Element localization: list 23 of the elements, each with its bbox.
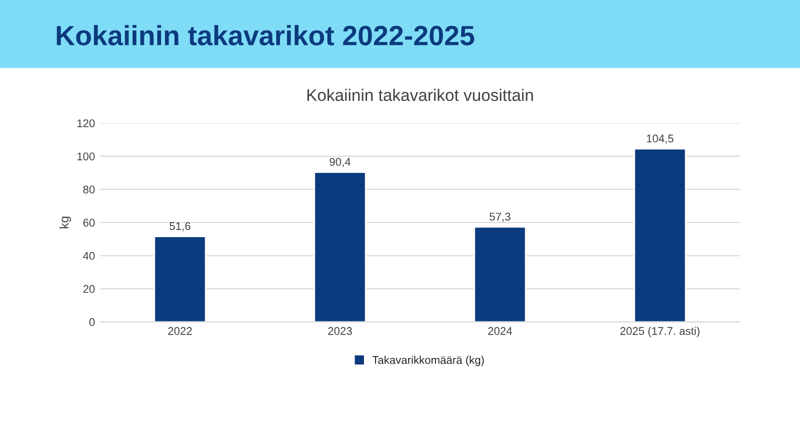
bar xyxy=(154,236,206,322)
legend-label: Takavarikkomäärä (kg) xyxy=(372,356,484,366)
data-label: 90,4 xyxy=(330,158,350,168)
x-tick-label: 2024 xyxy=(488,327,512,335)
y-tick-label: 120 xyxy=(77,119,95,128)
bar xyxy=(634,148,686,322)
x-tick-label: 2023 xyxy=(328,327,352,335)
chart-subtitle: Kokaiinin takavarikot vuosittain xyxy=(307,88,533,102)
y-tick-label: 40 xyxy=(83,252,95,260)
y-tick-label: 60 xyxy=(83,218,95,227)
y-tick-label: 20 xyxy=(83,285,95,293)
bar xyxy=(314,171,366,322)
y-axis-title: kg xyxy=(59,216,72,228)
data-label: 57,3 xyxy=(490,212,510,222)
bar xyxy=(474,226,526,322)
data-label: 104,5 xyxy=(646,134,674,144)
x-tick-label: 2022 xyxy=(168,327,192,335)
chart-title: Kokaiinin takavarikot 2022-2025 xyxy=(56,25,474,46)
y-tick-label: 80 xyxy=(83,186,95,194)
y-tick-label: 0 xyxy=(89,318,95,326)
x-tick-label: 2025 (17.7. asti) xyxy=(620,326,700,338)
y-tick-label: 100 xyxy=(77,152,95,160)
data-label: 51,6 xyxy=(170,222,190,232)
